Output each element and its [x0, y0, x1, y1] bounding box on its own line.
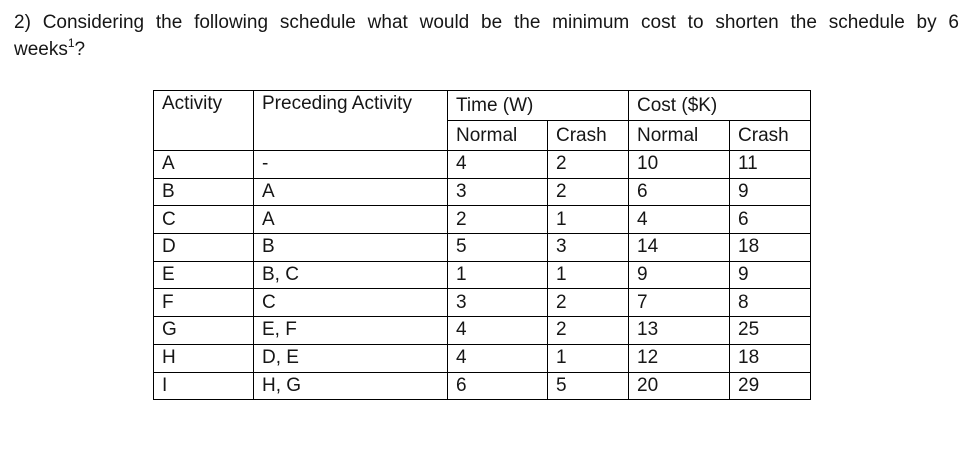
question-line-1: 2) Considering the following schedule wh…	[14, 12, 959, 33]
cell-time-crash: 2	[546, 177, 630, 207]
cell-preceding: H, G	[253, 371, 448, 401]
header-time-normal: Normal	[447, 120, 548, 151]
cell-cost-crash: 29	[729, 371, 812, 401]
table-row: I H, G 6 5 20 29	[153, 371, 812, 401]
cell-cost-normal: 20	[628, 371, 731, 401]
cell-time-normal: 3	[447, 177, 548, 207]
cell-cost-normal: 6	[628, 177, 731, 207]
cell-time-normal: 1	[447, 260, 548, 290]
cell-cost-crash: 8	[729, 288, 812, 318]
cell-preceding: B, C	[253, 260, 448, 290]
cell-activity: H	[153, 343, 254, 373]
cell-preceding: B	[253, 233, 448, 262]
header-row-subcolumns: Normal Crash Normal Crash	[154, 120, 812, 151]
cell-cost-crash: 18	[729, 233, 812, 262]
footnote-marker: 1	[67, 35, 75, 50]
cell-activity: E	[153, 260, 254, 290]
header-cost-normal: Normal	[628, 120, 731, 151]
header-time-crash: Crash	[546, 120, 630, 151]
table-row: F C 3 2 7 8	[153, 288, 812, 318]
cell-preceding: E, F	[253, 316, 448, 345]
cell-cost-normal: 9	[628, 260, 731, 290]
table-row: G E, F 4 2 13 25	[153, 316, 812, 345]
cell-cost-crash: 11	[729, 150, 812, 179]
cell-time-normal: 4	[447, 343, 548, 373]
cell-time-crash: 1	[546, 343, 630, 373]
header-cost-crash: Crash	[729, 120, 812, 151]
table-row: B A 3 2 6 9	[153, 177, 812, 207]
cell-time-crash: 3	[546, 233, 630, 262]
cell-time-normal: 2	[447, 205, 548, 235]
cell-cost-crash: 18	[729, 343, 812, 373]
table-row: E B, C 1 1 9 9	[153, 260, 812, 290]
cell-activity: F	[153, 288, 254, 318]
cell-activity: B	[153, 177, 254, 207]
cell-cost-crash: 6	[729, 205, 812, 235]
cell-preceding: A	[253, 177, 448, 207]
cell-preceding: A	[253, 205, 448, 235]
cell-time-crash: 1	[546, 260, 630, 290]
cell-cost-normal: 12	[628, 343, 731, 373]
table-row: H D, E 4 1 12 18	[153, 343, 812, 373]
header-row-groups: Activity Preceding Activity Time (W) Cos…	[153, 90, 812, 151]
cell-time-normal: 4	[447, 316, 548, 345]
cell-activity: A	[153, 150, 254, 179]
cell-time-normal: 5	[447, 233, 548, 262]
cell-time-crash: 2	[546, 150, 630, 179]
table-row: D B 5 3 14 18	[153, 233, 812, 262]
cell-cost-normal: 7	[628, 288, 731, 318]
cell-time-normal: 3	[447, 288, 548, 318]
header-activity: Activity	[153, 90, 254, 151]
cell-activity: D	[153, 233, 254, 262]
header-preceding-activity: Preceding Activity	[253, 90, 448, 151]
question-line-2: weeks1?	[14, 36, 959, 63]
cell-time-normal: 4	[447, 150, 548, 179]
header-time-group: Time (W)	[446, 90, 630, 121]
question-line-2-base: weeks	[14, 39, 68, 60]
cell-activity: G	[153, 316, 254, 345]
cell-preceding: D, E	[253, 343, 448, 373]
cell-activity: I	[153, 371, 254, 401]
schedule-table: Activity Preceding Activity Time (W) Cos…	[153, 90, 812, 401]
cell-cost-crash: 9	[729, 177, 812, 207]
cell-time-normal: 6	[447, 371, 548, 401]
cell-activity: C	[153, 205, 254, 235]
cell-cost-normal: 4	[628, 205, 731, 235]
question-line-2-tail: ?	[74, 39, 86, 60]
table-row: C A 2 1 4 6	[153, 205, 812, 235]
cell-time-crash: 2	[546, 316, 630, 345]
table-row: A - 4 2 10 11	[153, 150, 812, 179]
header-cost-group: Cost ($K)	[628, 90, 812, 121]
cell-time-crash: 5	[546, 371, 630, 401]
question-text: 2) Considering the following schedule wh…	[14, 9, 959, 63]
cell-cost-normal: 13	[628, 316, 731, 345]
cell-time-crash: 2	[546, 288, 630, 318]
cell-cost-normal: 14	[628, 233, 731, 262]
cell-preceding: C	[253, 288, 448, 318]
cell-cost-normal: 10	[628, 150, 731, 179]
cell-time-crash: 1	[546, 205, 630, 235]
cell-cost-crash: 9	[729, 260, 812, 290]
cell-cost-crash: 25	[729, 316, 812, 345]
cell-preceding: -	[253, 150, 448, 179]
